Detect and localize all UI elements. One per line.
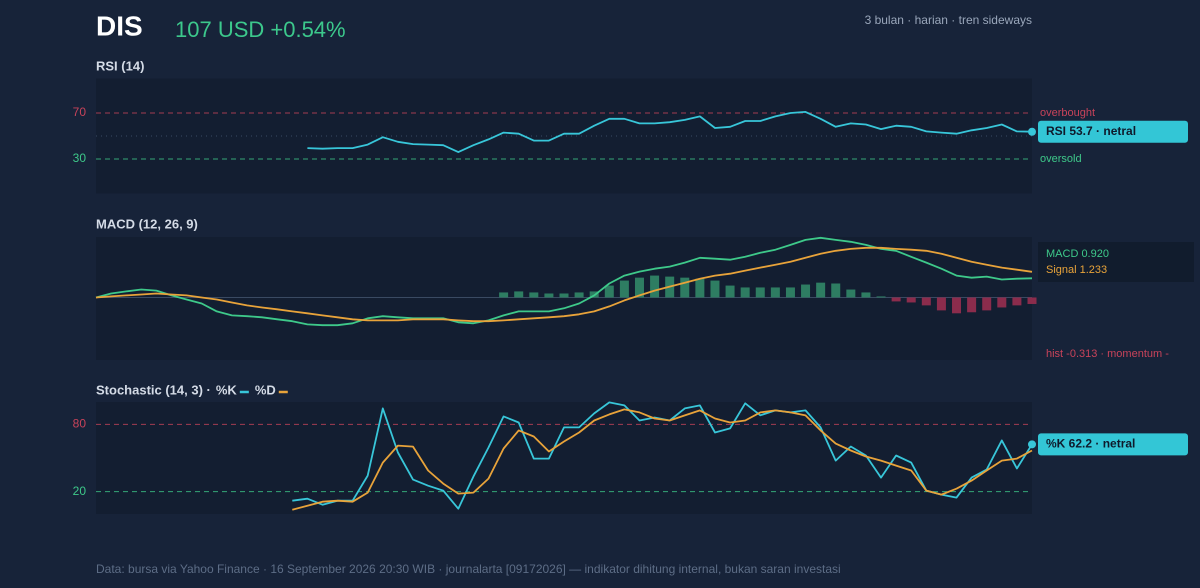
badge [1038, 433, 1188, 456]
histogram-bar [982, 297, 992, 311]
panel-title: MACD (12, 26, 9) [96, 216, 198, 231]
badge-text: %K 62.2 · netral [1046, 437, 1135, 451]
meta: 3 bulan · harian · tren sideways [865, 13, 1032, 27]
histogram-bar [574, 292, 584, 298]
histogram-bar [514, 291, 524, 298]
footer: Data: bursa via Yahoo Finance · 16 Septe… [96, 562, 841, 576]
histogram-bar [876, 296, 886, 298]
histogram-bar [650, 275, 660, 298]
histogram-bar [559, 293, 569, 298]
histogram-bar [770, 287, 780, 298]
histogram-bar [544, 293, 554, 298]
histogram-bar [695, 278, 705, 298]
histogram-bar [604, 285, 614, 298]
histogram-bar [952, 297, 962, 314]
series-label: hist -0.313 · momentum - [1046, 348, 1169, 360]
series-line [95, 246, 1033, 323]
last-point [1028, 440, 1036, 449]
histogram-bar [1012, 297, 1022, 306]
panel-title: Stochastic (14, 3) · [96, 382, 211, 397]
badge-text: RSI 53.7 · netral [1046, 124, 1136, 138]
label-box [1038, 242, 1194, 282]
series-line [292, 408, 1033, 511]
reference-label: overbought [1040, 107, 1095, 119]
histogram-bar [725, 285, 735, 298]
series-label: MACD 0.920 [1046, 248, 1109, 260]
histogram-bar [1027, 297, 1037, 304]
series-label: Signal 1.233 [1046, 264, 1107, 276]
histogram-bar [936, 297, 946, 311]
y-tick-label: 70 [73, 105, 87, 119]
histogram-bar [634, 277, 644, 298]
histogram-bar [710, 280, 720, 298]
histogram-bar [785, 287, 795, 298]
panel-title: RSI (14) [96, 58, 144, 73]
histogram-bar [861, 292, 871, 298]
y-tick-label: 30 [73, 151, 87, 165]
histogram-bar [755, 287, 765, 298]
reference-label: oversold [1040, 153, 1082, 165]
histogram-bar [967, 297, 977, 313]
histogram-bar [619, 280, 629, 298]
histogram-bar [906, 297, 916, 303]
histogram-bar [831, 283, 841, 298]
histogram-bar [891, 297, 901, 302]
histogram-bar [816, 282, 826, 298]
legend-label: %K [216, 382, 238, 397]
histogram-bar [680, 277, 690, 298]
legend-label: %D [255, 382, 276, 397]
y-tick-label: 80 [73, 417, 87, 431]
price: 107 USD +0.54% [175, 17, 346, 42]
histogram-bar [921, 297, 931, 306]
ticker: DIS [96, 10, 143, 41]
badge [1038, 120, 1188, 143]
histogram-bar [997, 297, 1007, 308]
plot-area [96, 237, 1032, 360]
series-line [307, 111, 1033, 153]
y-tick-label: 20 [73, 484, 87, 498]
plot-area [96, 402, 1032, 514]
histogram-bar [529, 292, 539, 298]
histogram-bar [740, 287, 750, 298]
histogram-bar [846, 289, 856, 298]
histogram-bar [499, 292, 509, 298]
histogram-bar [801, 284, 811, 298]
last-point [1028, 127, 1036, 136]
